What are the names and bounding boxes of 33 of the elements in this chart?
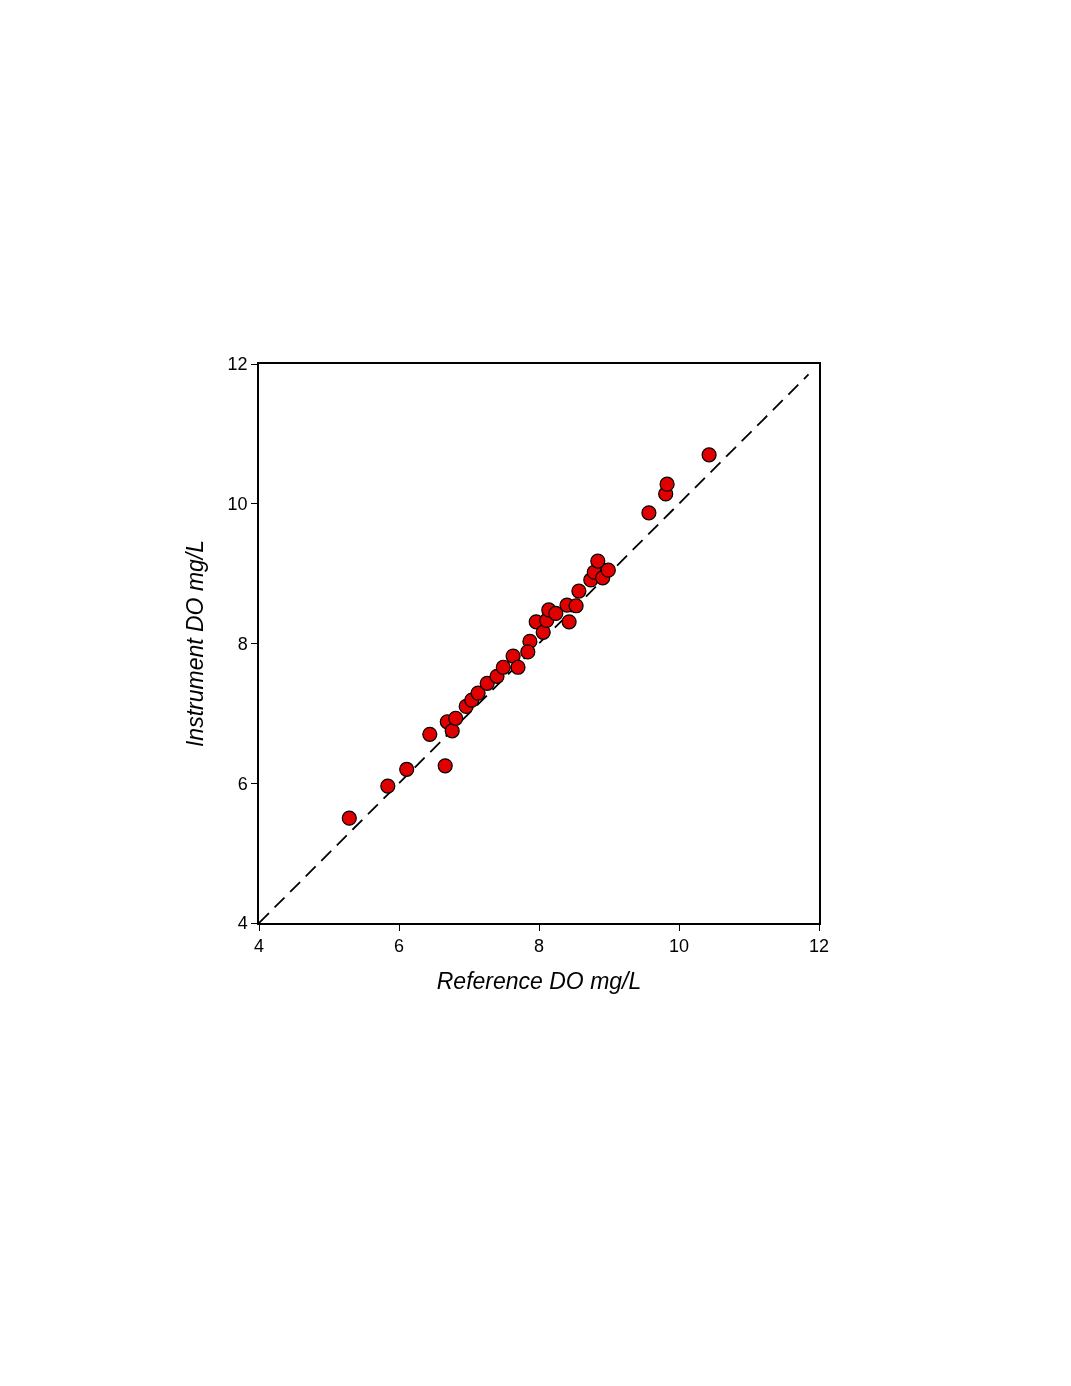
- point: [568, 598, 584, 614]
- y-tick-label: 6: [237, 773, 248, 794]
- point: [701, 447, 717, 463]
- point: [448, 710, 464, 726]
- point: [561, 614, 577, 630]
- point: [341, 810, 357, 826]
- point: [571, 583, 587, 599]
- x-tick-label: 6: [393, 936, 405, 957]
- point: [535, 624, 551, 640]
- point: [470, 685, 486, 701]
- x-tick-label: 8: [533, 936, 545, 957]
- x-axis-title: Reference DO mg/L: [436, 968, 642, 995]
- x-tick-label: 12: [808, 936, 830, 957]
- point: [510, 659, 526, 675]
- y-tick-label: 4: [237, 913, 248, 934]
- x-tick-label: 4: [253, 936, 265, 957]
- y-tick-label: 12: [227, 354, 248, 375]
- point: [380, 778, 396, 794]
- point: [600, 562, 616, 578]
- y-tick-label: 8: [237, 633, 248, 654]
- point: [641, 505, 657, 521]
- y-axis-title: Instrument DO mg/L: [181, 539, 208, 748]
- point: [590, 553, 606, 569]
- point: [399, 761, 415, 777]
- point: [520, 644, 536, 660]
- point: [659, 476, 675, 492]
- y-tick-label: 10: [227, 494, 248, 515]
- point: [437, 758, 453, 774]
- point: [495, 659, 511, 675]
- x-tick-label: 10: [668, 936, 690, 957]
- point: [548, 605, 564, 622]
- point: [422, 726, 438, 742]
- point: [444, 723, 460, 739]
